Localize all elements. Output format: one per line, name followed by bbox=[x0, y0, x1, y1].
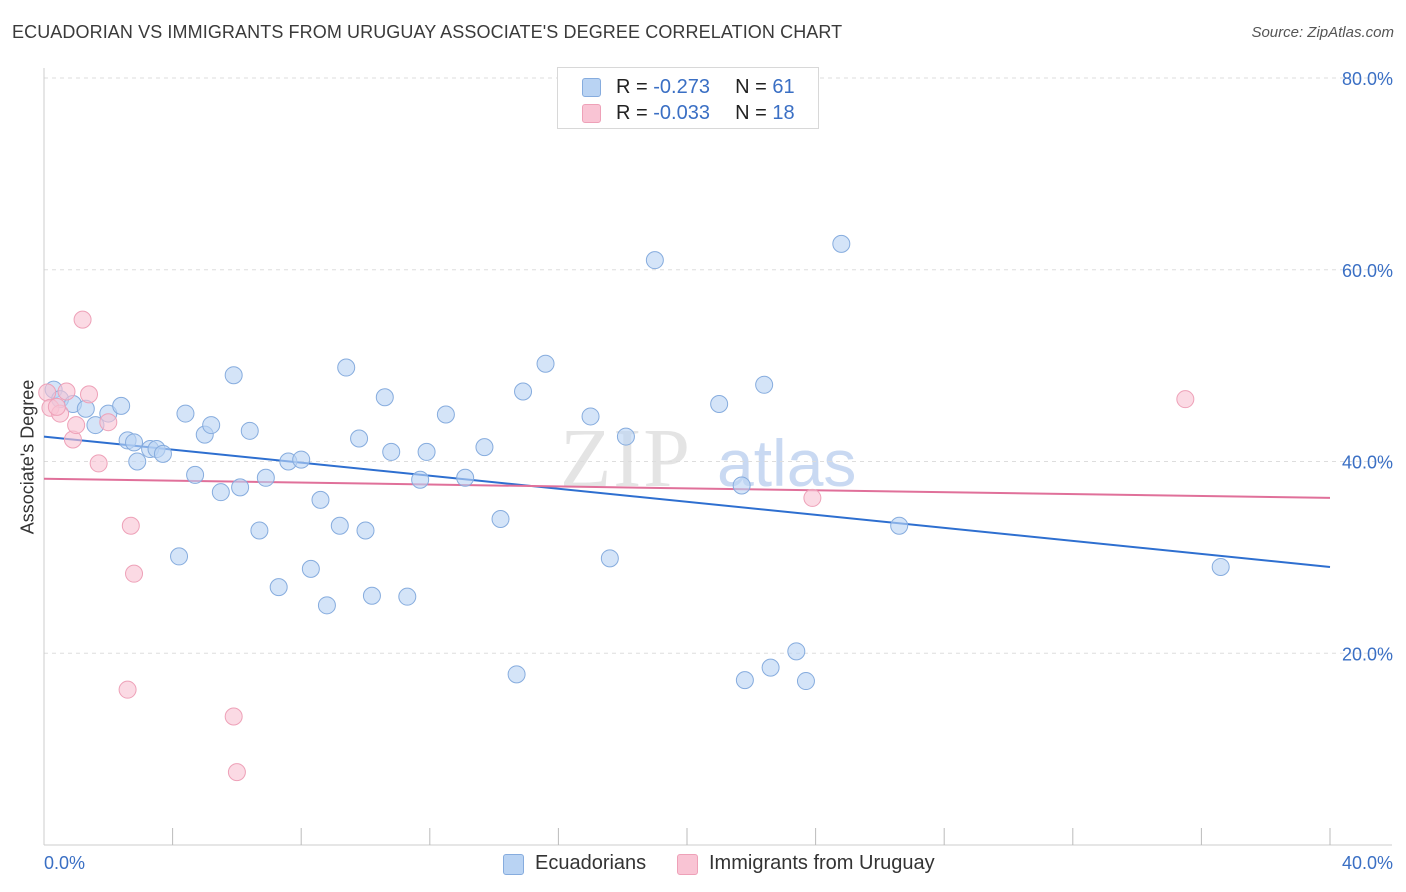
point-ecuadorian bbox=[732, 476, 751, 495]
point-ecuadorian bbox=[600, 549, 619, 568]
y-tick-label: 60.0% bbox=[1342, 261, 1393, 281]
point-uruguay bbox=[80, 385, 99, 404]
legend-r-label: R = bbox=[616, 76, 654, 98]
source-note: Source: ZipAtlas.com bbox=[1251, 24, 1394, 41]
point-ecuadorian bbox=[292, 450, 311, 469]
point-ecuadorian bbox=[125, 433, 144, 452]
point-uruguay bbox=[57, 382, 76, 401]
point-uruguay bbox=[224, 707, 243, 726]
x-tick-label: 0.0% bbox=[44, 853, 85, 873]
point-uruguay bbox=[121, 516, 140, 535]
point-ecuadorian bbox=[755, 375, 774, 394]
point-ecuadorian bbox=[456, 468, 475, 487]
point-ecuadorian bbox=[382, 442, 401, 461]
y-axis-label: Associate's Degree bbox=[17, 379, 38, 535]
point-ecuadorian bbox=[301, 559, 320, 578]
legend-label-ecuadorians: Ecuadorians bbox=[535, 852, 647, 874]
point-ecuadorian bbox=[1211, 557, 1230, 576]
point-uruguay bbox=[67, 416, 86, 435]
y-tick-label: 40.0% bbox=[1342, 453, 1393, 473]
legend-swatch-pink bbox=[582, 104, 601, 123]
point-ecuadorian bbox=[186, 465, 205, 484]
point-ecuadorian bbox=[735, 671, 754, 690]
x-tick-label: 40.0% bbox=[1342, 853, 1393, 873]
point-ecuadorian bbox=[761, 658, 780, 677]
correlation-legend: R = -0.273 N = 61 R = -0.033 N = 18 bbox=[557, 67, 819, 129]
point-uruguay bbox=[227, 763, 246, 782]
point-ecuadorian bbox=[398, 587, 417, 606]
point-ecuadorian bbox=[231, 478, 250, 497]
point-uruguay bbox=[99, 413, 118, 432]
point-uruguay bbox=[118, 680, 137, 699]
point-ecuadorian bbox=[356, 521, 375, 540]
legend-r-value: -0.033 bbox=[653, 102, 710, 124]
point-ecuadorian bbox=[375, 388, 394, 407]
chart-title: ECUADORIAN VS IMMIGRANTS FROM URUGUAY AS… bbox=[12, 22, 843, 42]
point-ecuadorian bbox=[832, 234, 851, 253]
legend-label-uruguay: Immigrants from Uruguay bbox=[709, 852, 935, 874]
point-uruguay bbox=[125, 564, 144, 583]
point-ecuadorian bbox=[256, 468, 275, 487]
legend-swatch-blue bbox=[503, 854, 524, 875]
point-ecuadorian bbox=[240, 421, 259, 440]
point-uruguay bbox=[1176, 390, 1195, 409]
point-ecuadorian bbox=[311, 490, 330, 509]
y-tick-label: 20.0% bbox=[1342, 644, 1393, 664]
legend-swatch-pink bbox=[677, 854, 698, 875]
point-ecuadorian bbox=[153, 444, 172, 463]
point-ecuadorian bbox=[710, 394, 729, 413]
point-ecuadorian bbox=[491, 510, 510, 529]
y-tick-label: 80.0% bbox=[1342, 69, 1393, 89]
watermark-zip: ZIP bbox=[560, 412, 692, 505]
point-uruguay bbox=[803, 488, 822, 507]
trend-line-ecuadorians bbox=[43, 435, 1331, 568]
point-ecuadorian bbox=[317, 596, 336, 615]
point-uruguay bbox=[73, 310, 92, 329]
point-ecuadorian bbox=[645, 251, 664, 270]
point-ecuadorian bbox=[128, 452, 147, 471]
point-ecuadorian bbox=[350, 429, 369, 448]
point-ecuadorian bbox=[112, 396, 131, 415]
point-ecuadorian bbox=[411, 470, 430, 489]
legend-n-label: N = bbox=[735, 76, 773, 98]
point-ecuadorian bbox=[269, 578, 288, 597]
point-ecuadorian bbox=[436, 405, 455, 424]
point-ecuadorian bbox=[337, 358, 356, 377]
legend-n-label: N = bbox=[735, 102, 773, 124]
point-uruguay bbox=[38, 383, 57, 402]
legend-swatch-blue bbox=[582, 78, 601, 97]
point-ecuadorian bbox=[796, 672, 815, 691]
point-ecuadorian bbox=[362, 586, 381, 605]
point-ecuadorian bbox=[507, 665, 526, 684]
point-ecuadorian bbox=[211, 483, 230, 502]
point-ecuadorian bbox=[417, 442, 436, 461]
point-ecuadorian bbox=[330, 516, 349, 535]
point-uruguay bbox=[47, 397, 66, 416]
legend-n-value: 61 bbox=[772, 76, 795, 98]
point-ecuadorian bbox=[581, 407, 600, 426]
point-ecuadorian bbox=[787, 642, 806, 661]
point-ecuadorian bbox=[170, 547, 189, 566]
point-ecuadorian bbox=[536, 354, 555, 373]
point-ecuadorian bbox=[250, 521, 269, 540]
point-ecuadorian bbox=[890, 516, 909, 535]
point-ecuadorian bbox=[176, 404, 195, 423]
legend-r-value: -0.273 bbox=[653, 76, 710, 98]
point-ecuadorian bbox=[475, 438, 494, 457]
point-ecuadorian bbox=[224, 366, 243, 385]
legend-n-value: 18 bbox=[772, 102, 795, 124]
point-ecuadorian bbox=[514, 382, 533, 401]
point-ecuadorian bbox=[202, 416, 221, 435]
legend-r-label: R = bbox=[616, 102, 654, 124]
point-ecuadorian bbox=[616, 427, 635, 446]
point-uruguay bbox=[89, 454, 108, 473]
